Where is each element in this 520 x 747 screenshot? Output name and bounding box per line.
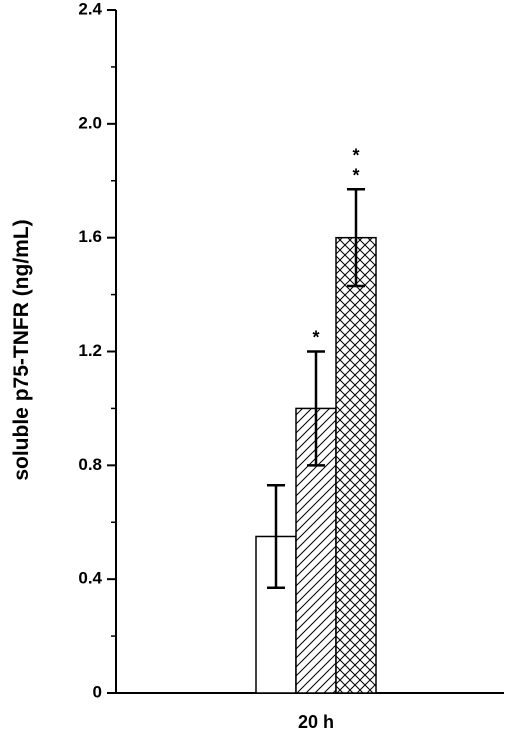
- y-tick-label: 1.2: [78, 341, 102, 360]
- annotation: *: [352, 165, 359, 185]
- error-bar: [267, 484, 285, 589]
- y-tick-label: 2.4: [78, 0, 102, 18]
- x-tick-label: 20 h: [298, 712, 334, 732]
- y-axis-label: soluble p75-TNFR (ng/mL): [10, 219, 33, 480]
- y-tick-label: 0.8: [78, 455, 102, 474]
- y-tick-label: 0: [93, 682, 102, 701]
- bar: [335, 236, 377, 694]
- y-tick-label: 2.0: [78, 113, 102, 132]
- annotation: *: [312, 328, 319, 348]
- error-bar: [347, 188, 365, 288]
- y-tick-label: 1.6: [78, 227, 102, 246]
- annotation: *: [352, 145, 359, 165]
- error-bar: [307, 350, 325, 467]
- y-tick-label: 0.4: [78, 569, 102, 588]
